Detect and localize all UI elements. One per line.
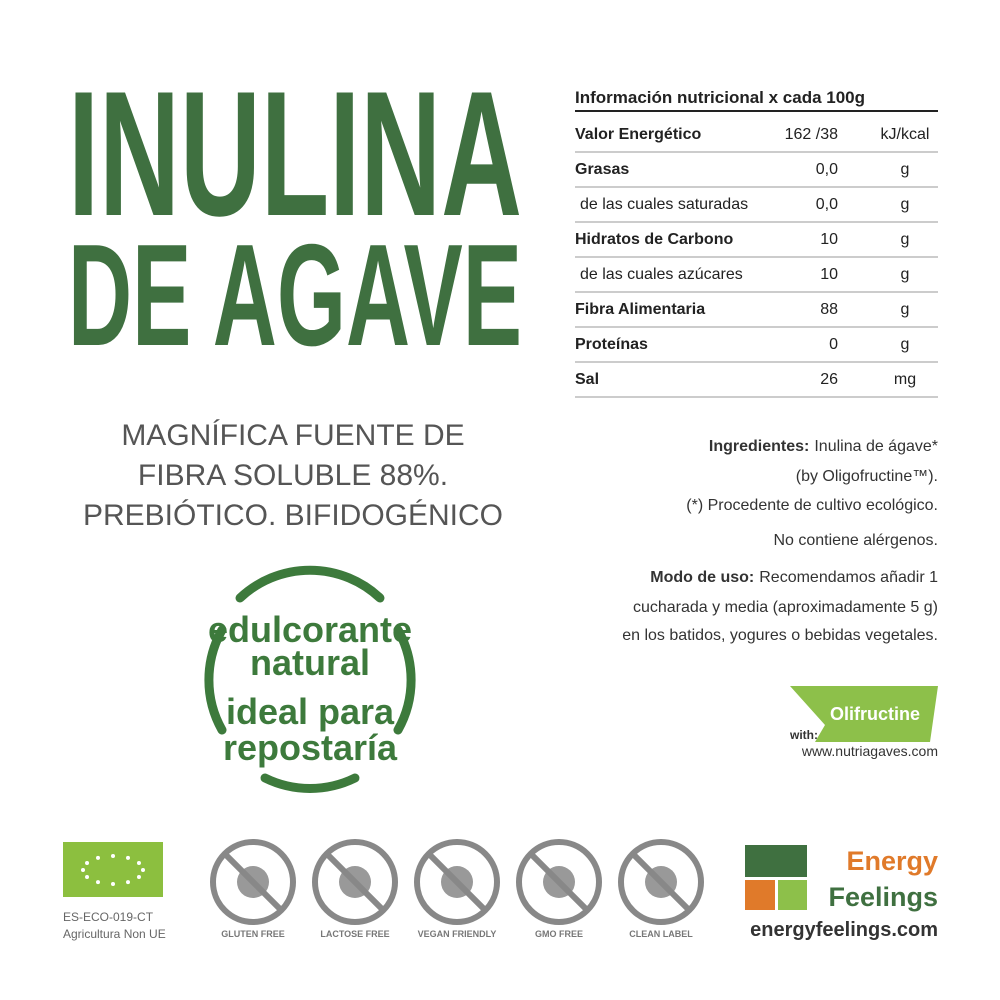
olifructine-url: www.nutriagaves.com: [801, 743, 938, 759]
allergens: No contiene alérgenos.: [773, 532, 938, 549]
nutrient-name: Sal: [575, 371, 599, 388]
icon-label: CLEAN LABEL: [629, 929, 693, 939]
eu-star: [136, 861, 141, 865]
eu-stars: [81, 854, 145, 886]
nutrient-unit: g: [901, 336, 910, 353]
nutrient-unit: g: [901, 196, 910, 213]
icon-label: GLUTEN FREE: [221, 929, 285, 939]
eu-star: [111, 854, 115, 858]
eu-star: [85, 875, 90, 879]
icon-ring: [618, 839, 704, 925]
tagline: PREBIÓTICO. BIFIDOGÉNICO: [83, 499, 503, 532]
usage-text: Recomendamos añadir 1: [759, 569, 938, 586]
eu-star: [85, 861, 90, 865]
icon-slash: [528, 851, 590, 913]
eu-star: [141, 868, 145, 872]
table-header: Información nutricional x cada 100g: [575, 88, 865, 107]
nutrient-unit: g: [901, 231, 910, 248]
nutrient-unit: kJ/kcal: [881, 126, 930, 143]
badge-ring: [204, 565, 416, 793]
usage-text: cucharada y media (aproximadamente 5 g): [633, 599, 938, 616]
eu-organic-logo: [63, 842, 163, 897]
eco-origin: Agricultura Non UE: [63, 927, 166, 941]
icon-slash: [324, 851, 386, 913]
brand-logo: [778, 880, 807, 910]
icon-slash: [630, 851, 692, 913]
nutrient-amount: 0,0: [816, 161, 838, 178]
eu-star: [126, 880, 130, 885]
eu-star: [126, 855, 130, 860]
brand-name: Energy: [846, 846, 938, 876]
nutrient-amount: 162 /38: [785, 126, 838, 143]
eco-code: ES-ECO-019-CT: [63, 910, 154, 924]
nutrient-name: Fibra Alimentaria: [575, 301, 705, 318]
olifructine-banner: [790, 686, 938, 742]
icon-label: LACTOSE FREE: [320, 929, 389, 939]
icon-ring: [312, 839, 398, 925]
eu-star: [81, 868, 85, 872]
nutrient-amount: 0,0: [816, 196, 838, 213]
icon-label: VEGAN FRIENDLY: [418, 929, 497, 939]
nutrient-name: Proteínas: [575, 336, 648, 353]
nutrient-name: Hidratos de Carbono: [575, 231, 733, 248]
tagline: MAGNÍFICA FUENTE DE: [121, 419, 464, 452]
olifructine-with: with:: [789, 728, 818, 742]
nutrient-amount: 10: [820, 231, 838, 248]
nutrient-amount: 0: [829, 336, 838, 353]
badge-text: edulcorante: [208, 609, 412, 650]
eu-star: [136, 875, 141, 879]
ingredients-text: Inulina de ágave*: [814, 438, 938, 455]
nutrient-name: de las cuales saturadas: [580, 196, 748, 213]
badge-arc: [260, 773, 360, 793]
nutrient-name: Valor Energético: [575, 126, 701, 143]
ingredients-label: Ingredientes:: [709, 438, 809, 455]
badge-text: ideal para: [226, 691, 395, 732]
badge-text: repostaría: [223, 727, 398, 768]
nutrient-unit: g: [901, 266, 910, 283]
eu-star: [111, 882, 115, 886]
ingredients: Ingredientes: Inulina de ágave*: [709, 438, 938, 455]
nutrient-unit: g: [901, 161, 910, 178]
icon-ring: [414, 839, 500, 925]
icon-slash: [222, 851, 284, 913]
nutrient-unit: g: [901, 301, 910, 318]
nutrient-name: Grasas: [575, 161, 629, 178]
title: INULINA: [68, 54, 522, 253]
eu-star: [96, 855, 100, 860]
usage-text: en los batidos, yogures o bebidas vegeta…: [622, 627, 938, 644]
nutrient-amount: 26: [820, 371, 838, 388]
nutrient-unit: mg: [894, 371, 916, 388]
tagline: FIBRA SOLUBLE 88%.: [138, 459, 448, 492]
badge-arc: [235, 565, 385, 603]
title: DE AGAVE: [68, 214, 522, 376]
icon-ring: [516, 839, 602, 925]
icon-ring: [210, 839, 296, 925]
badge-arc: [204, 625, 227, 735]
nutrition-table: Información nutricional x cada 100g Valo…: [575, 88, 938, 398]
brand-logo: [745, 880, 775, 910]
eu-star: [96, 880, 100, 885]
brand-logo: [745, 845, 807, 877]
badge-arc: [393, 625, 416, 735]
badge-text: natural: [250, 642, 370, 683]
olifructine-brand: Olifructine: [830, 704, 920, 724]
ingredients-text: (by Oligofructine™).: [796, 468, 938, 485]
icon-slash: [426, 851, 488, 913]
free-from-icons: GLUTEN FREE LACTOSE FREE VEGAN FRIENDLY GMO…: [210, 839, 704, 939]
nutrient-amount: 88: [820, 301, 838, 318]
ingredients-text: (*) Procedente de cultivo ecológico.: [686, 497, 938, 514]
brand-name: Feelings: [828, 882, 938, 912]
usage: Modo de uso: Recomendamos añadir 1: [650, 569, 938, 586]
brand-url: energyfeelings.com: [750, 919, 938, 941]
nutrient-amount: 10: [820, 266, 838, 283]
nutrient-name: de las cuales azúcares: [580, 266, 743, 283]
usage-label: Modo de uso:: [650, 569, 754, 586]
icon-label: GMO FREE: [535, 929, 583, 939]
